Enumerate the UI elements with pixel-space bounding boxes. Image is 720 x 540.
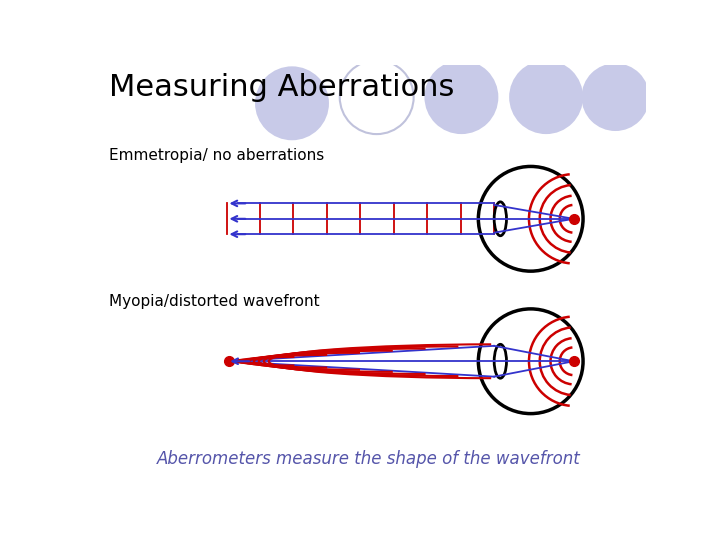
Text: Emmetropia/ no aberrations: Emmetropia/ no aberrations [109, 148, 324, 163]
Circle shape [509, 60, 583, 134]
Circle shape [340, 60, 414, 134]
Text: Measuring Aberrations: Measuring Aberrations [109, 72, 454, 102]
Circle shape [255, 66, 329, 140]
Text: Myopia/distorted wavefront: Myopia/distorted wavefront [109, 294, 320, 309]
Circle shape [582, 63, 649, 131]
Circle shape [425, 60, 498, 134]
Text: Aberrometers measure the shape of the wavefront: Aberrometers measure the shape of the wa… [157, 450, 581, 468]
